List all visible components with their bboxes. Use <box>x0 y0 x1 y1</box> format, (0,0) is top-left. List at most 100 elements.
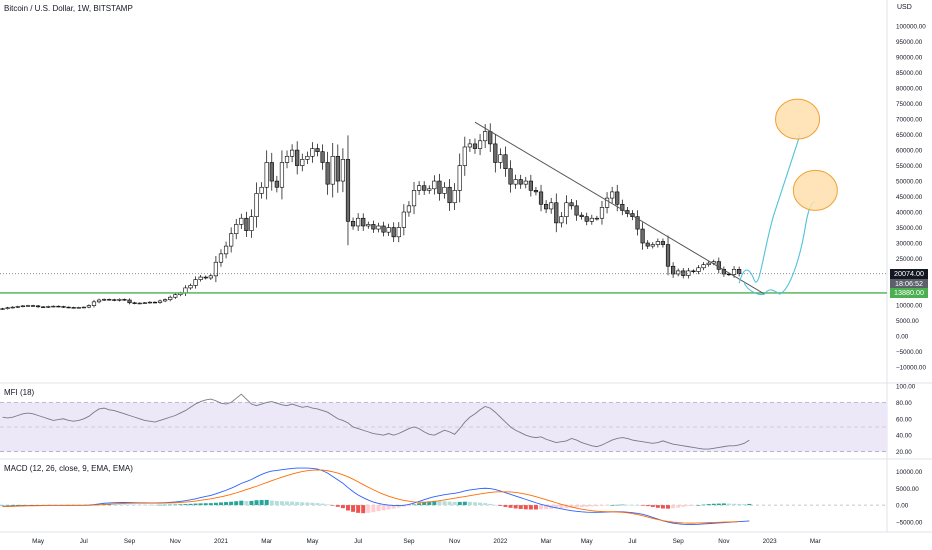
candle-body[interactable] <box>376 225 381 230</box>
candle-body[interactable] <box>132 302 137 304</box>
macd-histogram-bar[interactable] <box>290 501 295 506</box>
macd-histogram-bar[interactable] <box>249 500 254 506</box>
candle-body[interactable] <box>635 216 640 230</box>
candle-body[interactable] <box>396 227 401 238</box>
candle-body[interactable] <box>91 301 97 306</box>
macd-histogram-bar[interactable] <box>295 501 300 506</box>
target-circle-2[interactable] <box>792 169 838 211</box>
candle-body[interactable] <box>350 221 356 227</box>
candle-body[interactable] <box>650 244 655 247</box>
macd-histogram-bar[interactable] <box>422 502 427 506</box>
mfi-group[interactable] <box>2 393 750 450</box>
candle-body[interactable] <box>620 203 625 211</box>
macd-histogram-bar[interactable] <box>183 504 188 506</box>
macd-histogram-bar[interactable] <box>417 503 422 506</box>
candle-body[interactable] <box>254 193 259 217</box>
candle-body[interactable] <box>599 207 605 219</box>
macd-histogram-bar[interactable] <box>559 505 564 509</box>
macd-histogram-bar[interactable] <box>15 504 20 506</box>
candle-body[interactable] <box>330 155 335 185</box>
candle-body[interactable] <box>66 306 71 309</box>
candle-body[interactable] <box>416 185 422 191</box>
candle-body[interactable] <box>427 188 432 191</box>
candle-body[interactable] <box>462 146 467 166</box>
macd-histogram-bar[interactable] <box>584 505 589 507</box>
price-axis[interactable]: 100000.00 95000.00 90000.00 85000.00 80000.0… <box>896 24 926 372</box>
candle-body[interactable] <box>564 202 569 217</box>
candle-body[interactable] <box>528 180 533 191</box>
macd-histogram-bar[interactable] <box>564 505 569 509</box>
macd-histogram-bar[interactable] <box>544 505 549 510</box>
candle-body[interactable] <box>5 307 10 309</box>
candle-body[interactable] <box>660 241 666 245</box>
macd-histogram-bar[interactable] <box>696 505 701 506</box>
candle-body[interactable] <box>432 180 437 190</box>
macd-histogram-bar[interactable] <box>122 504 127 506</box>
macd-histogram-bar[interactable] <box>574 505 579 508</box>
candle-body[interactable] <box>345 159 351 222</box>
candle-body[interactable] <box>538 191 544 205</box>
candle-body[interactable] <box>574 205 579 216</box>
macd-histogram-bar[interactable] <box>168 504 173 506</box>
candle-body[interactable] <box>193 279 198 286</box>
candle-body[interactable] <box>533 190 539 193</box>
candle-body[interactable] <box>640 228 645 244</box>
macd-histogram-bar[interactable] <box>732 503 737 506</box>
candle-body[interactable] <box>223 245 229 255</box>
macd-histogram-bar[interactable] <box>137 504 142 506</box>
macd-histogram-bar[interactable] <box>432 500 437 506</box>
candle-body[interactable] <box>701 264 706 269</box>
candle-body[interactable] <box>137 302 142 305</box>
macd-histogram-bar[interactable] <box>371 505 376 513</box>
macd-histogram-bar[interactable] <box>711 503 716 506</box>
macd-histogram-bar[interactable] <box>686 505 691 507</box>
macd-histogram-bar[interactable] <box>152 504 157 506</box>
candle-body[interactable] <box>264 162 269 188</box>
macd-histogram-bar[interactable] <box>5 504 10 506</box>
macd-histogram-bar[interactable] <box>340 505 345 509</box>
candle-body[interactable] <box>274 180 279 188</box>
macd-group[interactable] <box>0 467 752 525</box>
macd-histogram-bar[interactable] <box>478 502 483 506</box>
macd-histogram-bar[interactable] <box>239 500 244 506</box>
macd-histogram-bar[interactable] <box>229 501 234 506</box>
candle-body[interactable] <box>61 306 66 308</box>
macd-axis[interactable]: 10000.00 5000.00 0.00 −5000.00 <box>896 469 923 527</box>
macd-histogram-bar[interactable] <box>589 505 594 507</box>
macd-histogram-bar[interactable] <box>376 505 381 512</box>
candle-body[interactable] <box>584 216 589 222</box>
macd-histogram-bar[interactable] <box>523 505 528 510</box>
macd-histogram-bar[interactable] <box>655 505 660 508</box>
macd-histogram-bar[interactable] <box>158 504 163 506</box>
macd-legend[interactable]: MACD (12, 26, close, 9, EMA, EMA) <box>4 464 133 473</box>
candle-body[interactable] <box>518 179 523 185</box>
candle-body[interactable] <box>589 217 594 222</box>
candle-body[interactable] <box>569 202 574 207</box>
candle-body[interactable] <box>51 305 56 308</box>
macd-histogram-bar[interactable] <box>163 504 168 506</box>
macd-histogram-bar[interactable] <box>198 503 203 506</box>
chart-title[interactable]: Bitcoin / U.S. Dollar, 1W, BITSTAMP <box>4 4 133 13</box>
macd-histogram-bar[interactable] <box>457 501 462 506</box>
candle-body[interactable] <box>737 269 742 274</box>
candle-body[interactable] <box>157 300 163 303</box>
candle-body[interactable] <box>46 306 51 308</box>
macd-histogram-bar[interactable] <box>117 504 122 506</box>
candle-body[interactable] <box>102 299 107 301</box>
macd-histogram-bar[interactable] <box>635 505 640 506</box>
candle-body[interactable] <box>686 270 691 276</box>
candle-body[interactable] <box>559 216 564 224</box>
candle-body[interactable] <box>239 217 244 225</box>
candle-body[interactable] <box>188 285 193 289</box>
candle-body[interactable] <box>335 155 340 182</box>
target-circle-1[interactable] <box>775 98 821 140</box>
candle-body[interactable] <box>493 143 498 163</box>
macd-histogram-bar[interactable] <box>645 505 650 507</box>
macd-histogram-bar[interactable] <box>518 505 523 509</box>
macd-histogram-bar[interactable] <box>345 505 350 511</box>
macd-histogram-bar[interactable] <box>264 499 269 506</box>
macd-histogram-bar[interactable] <box>554 505 559 509</box>
macd-histogram-bar[interactable] <box>721 503 726 506</box>
macd-histogram-bar[interactable] <box>467 501 472 506</box>
macd-histogram-bar[interactable] <box>20 504 25 506</box>
